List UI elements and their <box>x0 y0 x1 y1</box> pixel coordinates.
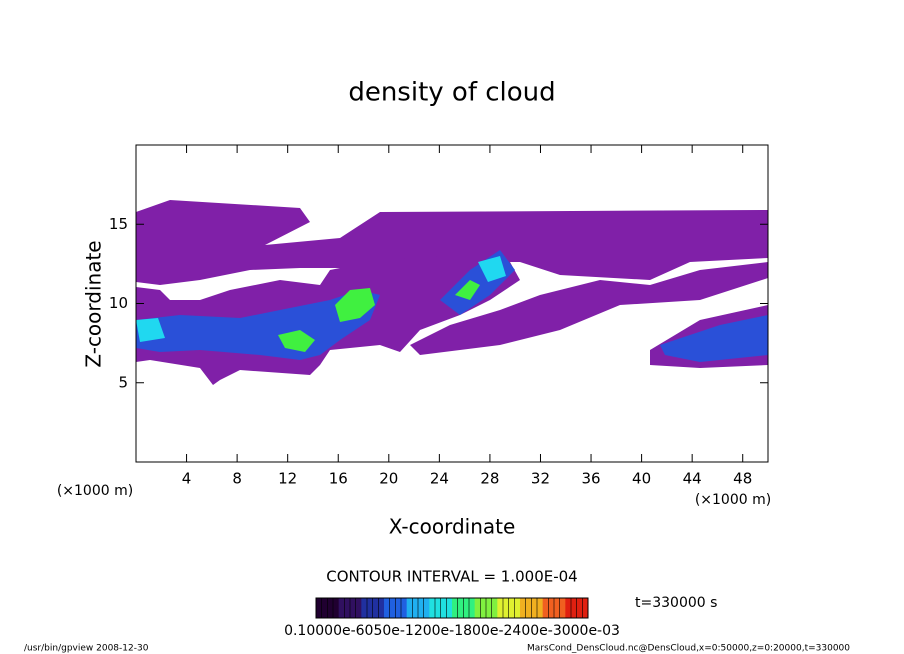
x-tick-label: 16 <box>329 470 348 488</box>
cloud-region <box>455 280 480 300</box>
colorbar <box>316 598 589 618</box>
cloud-region <box>335 288 375 322</box>
colorbar-labels: 0.10000e-6050e-1200e-1800e-2400e-3000e-0… <box>284 623 620 639</box>
y-tick-label: 10 <box>109 294 128 312</box>
contour-interval: CONTOUR INTERVAL = 1.000E-04 <box>326 568 577 586</box>
y-unit-label: (×1000 m) <box>57 483 133 499</box>
cloud-region <box>278 330 315 352</box>
time-label: t=330000 s <box>635 595 717 611</box>
colorbar-frame <box>315 597 589 619</box>
cloud-region <box>660 315 768 362</box>
footer-left: /usr/bin/gpview 2008-12-30 <box>24 644 149 654</box>
x-tick-label: 32 <box>531 470 550 488</box>
x-tick-label: 28 <box>480 470 499 488</box>
x-tick-label: 36 <box>581 470 600 488</box>
cloud-region <box>478 256 506 282</box>
y-axis-label: Z-coordinate <box>82 240 106 367</box>
x-unit-label: (×1000 m) <box>695 492 771 508</box>
contour-field <box>136 200 768 385</box>
x-tick-label: 8 <box>232 470 242 488</box>
cloud-region <box>410 262 768 355</box>
cloud-region <box>136 200 768 285</box>
cloud-region <box>136 290 380 360</box>
y-tick-label: 15 <box>109 215 128 233</box>
x-axis-label: X-coordinate <box>389 515 516 539</box>
chart-title: density of cloud <box>348 78 555 108</box>
cloud-region <box>136 318 165 342</box>
x-tick-label: 48 <box>733 470 752 488</box>
x-tick-label: 4 <box>182 470 192 488</box>
x-tick-label: 40 <box>632 470 651 488</box>
y-tick-label: 5 <box>118 373 128 391</box>
x-tick-label: 20 <box>379 470 398 488</box>
x-tick-label: 44 <box>683 470 702 488</box>
x-tick-label: 24 <box>430 470 449 488</box>
footer-right: MarsCond_DensCloud.nc@DensCloud,x=0:5000… <box>527 644 850 654</box>
x-tick-label: 12 <box>278 470 297 488</box>
